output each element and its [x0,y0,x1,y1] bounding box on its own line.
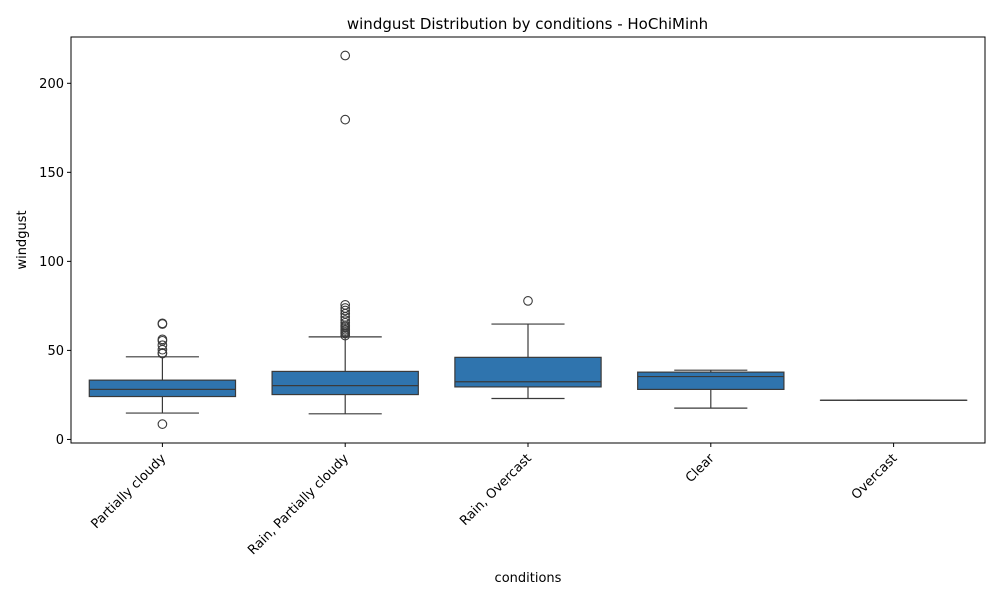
outlier-point [523,296,533,306]
y-axis: 0 50 100 150 200 [39,77,71,448]
outlier-point [157,419,168,429]
y-tick-label: 100 [39,255,64,270]
x-tick-label: Overcast [849,451,901,503]
outlier-point [157,334,168,345]
iqr-box [88,379,237,398]
iqr-box [454,356,602,388]
outlier-point [340,50,351,61]
x-tick-label: Clear [683,451,718,486]
outlier-point [340,299,351,310]
x-tick-label: Rain, Partially cloudy [245,451,352,558]
outlier-point [340,315,351,325]
outlier-point [340,303,351,313]
y-tick-label: 50 [47,344,64,359]
y-tick-label: 0 [56,433,64,448]
x-tick-label: Rain, Overcast [457,451,535,529]
y-tick-label: 150 [39,166,64,181]
box-group [637,369,785,409]
plot-frame [70,36,986,444]
chart-title: windgust Distribution by conditions - Ho… [347,15,708,33]
outlier-point [157,318,168,329]
outlier-point [157,340,168,351]
iqr-box [637,371,785,391]
box-group [88,318,237,429]
x-tick-label: Partially cloudy [88,451,169,532]
plot-area [88,50,968,429]
outlier-point [157,348,168,358]
y-tick-label: 200 [39,77,64,92]
outlier-point [340,305,351,316]
y-axis-label: windgust [15,210,30,269]
x-axis: Partially cloudy Rain, Partially cloudy Ra… [88,443,900,558]
iqr-box [271,370,419,396]
box-group [454,296,602,400]
x-axis-label: conditions [495,571,562,586]
outlier-point [340,114,351,125]
box-group [271,50,419,415]
